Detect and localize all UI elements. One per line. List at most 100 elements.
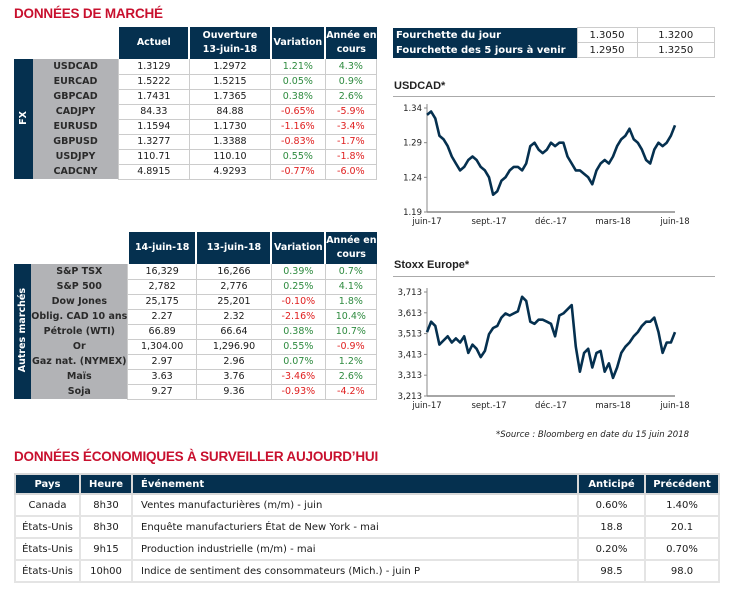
column-header-line: 14-juin-18 [134,242,190,253]
table-row: Dow Jones 25,175 25,201 -0.10% 1.8% [14,294,378,310]
value-current: 16,329 [127,264,197,280]
header-row: Actuel Ouverture 13-juin-18 Variation Année … [14,27,377,59]
economic-row: États-Unis 8h30 Enquête manufacturiers Éta… [14,515,720,539]
value-previous: 2.32 [195,309,272,325]
header-spacer [14,27,118,59]
range-high: 1.3200 [636,27,715,43]
value-variation: 0.38% [270,89,326,105]
x-tick-label: sept.-17 [472,217,507,227]
y-tick-label: 3,513 [398,330,422,340]
side-label-text: FX [18,110,30,125]
event-previous: 20.1 [644,515,720,539]
section-side-label: FX [14,59,34,179]
y-tick-label: 3,413 [398,350,422,360]
value-variation: 0.38% [270,324,326,340]
value-ytd: -4.2% [324,384,378,400]
range-row: Fourchette des 5 jours à venir 1.2950 1.… [393,42,715,58]
table-row: CADJPY 84.33 84.88 -0.65% -5.9% [14,104,378,120]
table-row: Oblig. CAD 10 ans 2.27 2.32 -2.16% 10.4% [14,309,378,325]
x-tick-label: mars-18 [595,217,630,227]
x-tick-label: juin-18 [659,401,689,411]
economic-header-row: Pays Heure Événement Anticipé Précédent [14,473,720,495]
event-time: 9h15 [79,537,133,561]
value-variation: -0.65% [270,104,326,120]
value-current: 110.71 [117,149,190,165]
instrument-name: Gaz nat. (NYMEX) [31,354,128,369]
event-previous: 0.70% [644,537,720,561]
table-row: S&P 500 2,782 2,776 0.25% 4.1% [14,279,378,295]
value-variation: -2.16% [270,309,326,325]
header-row: 14-juin-18 13-juin-18 Variation Année en cou… [14,232,377,264]
value-previous: 110.10 [188,149,271,165]
x-tick-label: juin-17 [411,217,441,227]
side-label-text: Autres marchés [17,287,29,373]
value-ytd: 1.8% [324,294,378,310]
value-current: 1.3129 [117,59,190,75]
col-event: Événement [131,473,579,495]
column-header: Année en cours [324,27,377,59]
value-ytd: 10.7% [324,324,378,340]
event-time: 8h30 [79,493,133,517]
event-name: Production industrielle (m/m) - mai [131,537,579,561]
value-previous: 2,776 [195,279,272,295]
value-ytd: -1.7% [324,134,378,150]
column-header-line: Actuel [136,37,171,48]
value-previous: 1.1730 [188,119,271,135]
value-variation: -0.77% [270,164,326,180]
event-expected: 98.5 [577,559,646,583]
table-row: GBPCAD 1.7431 1.7365 0.38% 2.6% [14,89,378,105]
value-current: 4.8915 [117,164,190,180]
value-variation: -0.93% [270,384,326,400]
series-line [426,110,677,196]
chart-divider [393,276,715,277]
value-current: 2.27 [127,309,197,325]
value-variation: -0.10% [270,294,326,310]
y-tick-label: 1.29 [403,139,422,149]
event-expected: 18.8 [577,515,646,539]
table-row: GBPUSD 1.3277 1.3388 -0.83% -1.7% [14,134,378,150]
value-previous: 1.7365 [188,89,271,105]
usdcad-chart-title: USDCAD* [394,80,446,92]
value-previous: 1,296.90 [195,339,272,355]
value-ytd: -0.9% [324,339,378,355]
value-previous: 1.5215 [188,74,271,90]
event-expected: 0.60% [577,493,646,517]
instrument-name: S&P 500 [31,279,128,294]
value-ytd: 2.6% [324,369,378,385]
y-tick-label: 1.34 [403,104,422,114]
table-row: EURCAD 1.5222 1.5215 0.05% 0.9% [14,74,378,90]
other-markets-table: 14-juin-18 13-juin-18 Variation Année en cou… [14,232,378,400]
table-row: Autres marchés S&P TSX 16,329 16,266 0.39% 0.… [14,264,378,399]
value-ytd: -3.4% [324,119,378,135]
event-name: Ventes manufacturières (m/m) - juin [131,493,579,517]
column-header-line: Variation [273,242,323,253]
table-row: Soja 9.27 9.36 -0.93% -4.2% [14,384,378,400]
event-time: 8h30 [79,515,133,539]
value-previous: 25,201 [195,294,272,310]
event-previous: 1.40% [644,493,720,517]
col-previous: Précédent [644,473,720,495]
value-variation: -3.46% [270,369,326,385]
y-tick-label: 3,213 [398,392,422,402]
instrument-name: USDCAD [33,59,119,74]
chart-divider [393,96,715,97]
column-header: 13-juin-18 [195,232,272,264]
range-low: 1.2950 [576,42,638,58]
x-tick-label: sept.-17 [472,401,507,411]
column-header-line: Variation [273,37,323,48]
table-row: Gaz nat. (NYMEX) 2.97 2.96 0.07% 1.2% [14,354,378,370]
y-tick-label: 3,613 [398,309,422,319]
value-ytd: 4.3% [324,59,378,75]
instrument-name: EURCAD [33,74,119,89]
value-previous: 84.88 [188,104,271,120]
section-side-label: Autres marchés [14,264,32,399]
value-variation: 0.25% [270,279,326,295]
economic-row: États-Unis 9h15 Production industrielle (m… [14,537,720,561]
column-header-line: cours [336,249,366,260]
y-tick-label: 3,713 [398,288,422,298]
value-current: 66.89 [127,324,197,340]
instrument-name: EURUSD [33,119,119,134]
instrument-name: Dow Jones [31,294,128,309]
fx-table: Actuel Ouverture 13-juin-18 Variation Année … [14,27,378,180]
column-header-line: Ouverture [202,30,258,41]
